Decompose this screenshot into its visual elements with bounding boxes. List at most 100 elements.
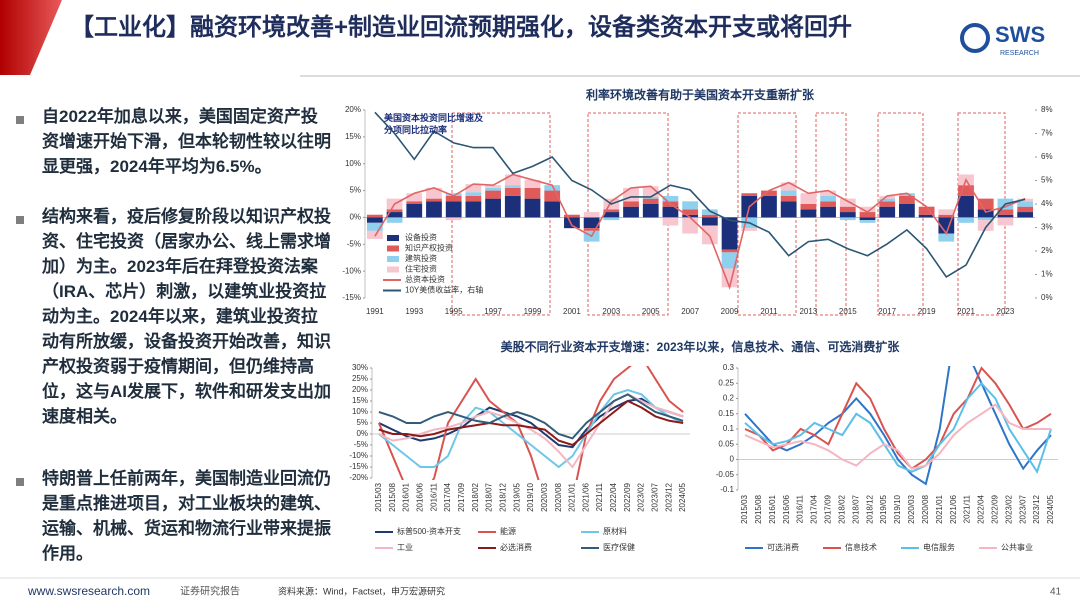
bar-segment bbox=[721, 252, 738, 269]
y2-tick-label: 7% bbox=[1041, 129, 1053, 138]
bar-segment bbox=[504, 187, 521, 196]
legend-label: 标普500-资本开支 bbox=[397, 526, 461, 536]
bar-segment bbox=[938, 233, 955, 242]
bar-segment bbox=[839, 198, 856, 207]
y-tick-label: 20% bbox=[345, 105, 361, 114]
x-tick-label: 1993 bbox=[405, 307, 423, 316]
legend-swatch bbox=[387, 266, 399, 273]
bar-segment bbox=[366, 214, 383, 218]
bar-segment bbox=[899, 193, 915, 196]
bar-segment bbox=[859, 217, 876, 221]
x-tick-label: 2016/01 bbox=[768, 494, 777, 523]
bar-segment bbox=[800, 204, 817, 210]
legend-swatch bbox=[387, 245, 399, 252]
y2-tick-label: 2% bbox=[1041, 246, 1053, 255]
bar-segment bbox=[603, 212, 620, 218]
bar-segment bbox=[662, 195, 679, 202]
bar-segment bbox=[879, 201, 896, 207]
bar-segment bbox=[859, 206, 876, 213]
y-tick-label: 30% bbox=[352, 363, 368, 372]
bar-segment bbox=[583, 228, 600, 231]
bar-segment bbox=[839, 212, 856, 218]
bar-segment bbox=[642, 198, 659, 204]
y-tick-label: -10% bbox=[342, 266, 361, 275]
bar-segment bbox=[741, 228, 758, 231]
x-tick-label: 2018/07 bbox=[851, 494, 860, 523]
y-tick-label: 0% bbox=[356, 429, 368, 438]
bar-segment bbox=[426, 187, 442, 199]
x-tick-label: 1991 bbox=[366, 307, 384, 316]
x-tick-label: 2021/11 bbox=[595, 482, 604, 511]
chart-annotation: 美国资本投资同比增速及分项同比拉动率 bbox=[384, 113, 484, 135]
bar-segment bbox=[820, 190, 836, 196]
bar-segment bbox=[721, 217, 738, 250]
bar-segment bbox=[504, 174, 521, 186]
y2-tick-label: 5% bbox=[1041, 176, 1053, 185]
x-tick-label: 2018/02 bbox=[471, 482, 480, 511]
bar-segment bbox=[485, 185, 501, 188]
y-tick-label: 0.1 bbox=[723, 424, 735, 433]
bar-segment bbox=[701, 214, 718, 218]
y-tick-label: 0.25 bbox=[718, 378, 734, 387]
bar-segment bbox=[899, 204, 915, 218]
bar-segment bbox=[445, 217, 462, 221]
chart-title: 美股不同行业资本开支增速：2023年以来，信息技术、通信、可选消费扩张 bbox=[501, 339, 901, 354]
bar-segment bbox=[662, 206, 679, 218]
x-tick-label: 2015/08 bbox=[388, 482, 397, 511]
y-tick-label: -0.05 bbox=[716, 470, 735, 479]
series-line bbox=[744, 381, 1052, 474]
x-tick-label: 2024/05 bbox=[678, 482, 687, 511]
bar-segment bbox=[859, 212, 876, 218]
x-tick-label: 2018/12 bbox=[865, 494, 874, 523]
bar-segment bbox=[642, 204, 659, 218]
x-tick-label: 2018/12 bbox=[498, 482, 507, 511]
bar-segment bbox=[918, 206, 935, 215]
bar-segment bbox=[780, 190, 797, 196]
y-tick-label: 0.2 bbox=[723, 394, 735, 403]
y-tick-label: 15% bbox=[345, 132, 361, 141]
y2-tick-label: 4% bbox=[1041, 199, 1053, 208]
legend-label: 设备投资 bbox=[405, 232, 437, 242]
footer-site: www.swsresearch.com bbox=[27, 584, 150, 598]
slide-title: 【工业化】融资环境改善+制造业回流预期强化，设备类资本开支或将回升 bbox=[70, 14, 853, 41]
logo-sub: RESEARCH bbox=[1000, 50, 1039, 57]
y-tick-label: 0 bbox=[730, 455, 735, 464]
bar-segment bbox=[564, 214, 580, 218]
y-tick-label: 0.05 bbox=[718, 439, 734, 448]
x-tick-label: 2022/09 bbox=[623, 482, 632, 511]
bar-segment bbox=[642, 197, 659, 199]
series-line bbox=[374, 173, 1026, 290]
bar-segment bbox=[977, 209, 994, 218]
x-tick-label: 2021 bbox=[957, 307, 975, 316]
legend-label: 工业 bbox=[397, 542, 413, 552]
bar-segment bbox=[603, 217, 620, 221]
legend-label: 公共事业 bbox=[1001, 542, 1033, 552]
legend-label: 能源 bbox=[500, 526, 516, 536]
series-line bbox=[378, 397, 684, 449]
bar-segment bbox=[899, 195, 915, 204]
x-tick-label: 2019/05 bbox=[512, 482, 521, 511]
bar-segment bbox=[406, 193, 423, 202]
y-tick-label: 5% bbox=[349, 186, 361, 195]
x-tick-label: 2018/02 bbox=[837, 494, 846, 523]
y-tick-label: 20% bbox=[352, 385, 368, 394]
bar-segment bbox=[583, 212, 600, 218]
y-tick-label: -0.1 bbox=[720, 485, 734, 494]
bar-segment bbox=[997, 209, 1014, 215]
legend-label: 可选消费 bbox=[767, 542, 799, 552]
y-tick-label: 5% bbox=[356, 418, 368, 427]
bar-segment bbox=[997, 217, 1014, 226]
x-tick-label: 2020/03 bbox=[907, 494, 916, 523]
chart-title: 利率环境改善有助于美国资本开支重新扩张 bbox=[586, 87, 815, 102]
x-tick-label: 2017/04 bbox=[443, 482, 452, 511]
x-tick-label: 2015/03 bbox=[740, 494, 749, 523]
bar-segment bbox=[977, 198, 994, 210]
x-tick-label: 2020/03 bbox=[540, 482, 549, 511]
bar-segment bbox=[603, 209, 620, 213]
y-tick-label: -10% bbox=[349, 451, 368, 460]
bar-segment bbox=[564, 217, 580, 229]
x-tick-label: 2023/02 bbox=[637, 482, 646, 511]
y-tick-label: 10% bbox=[345, 159, 361, 168]
series-line bbox=[374, 111, 1026, 278]
